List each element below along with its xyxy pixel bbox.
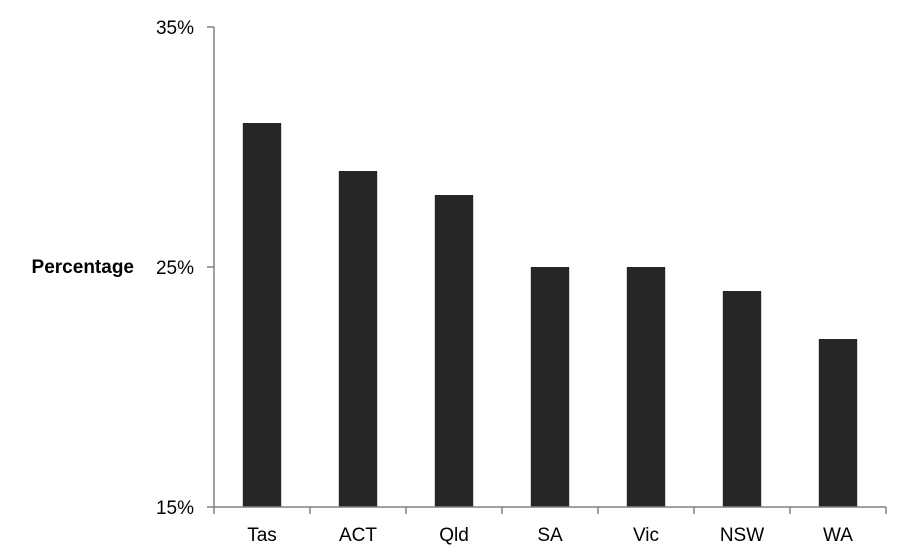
bars xyxy=(242,123,858,507)
x-tick-label: WA xyxy=(823,525,853,546)
x-tick-label: NSW xyxy=(720,525,764,546)
x-tick-label: Tas xyxy=(247,525,277,546)
x-tick-label: SA xyxy=(537,525,563,546)
bar-vic xyxy=(626,267,666,507)
y-tick-label: 35% xyxy=(156,18,194,39)
y-tick-label: 15% xyxy=(156,498,194,519)
axes xyxy=(213,27,887,514)
x-tick-label: Qld xyxy=(439,525,469,546)
y-axis-label: Percentage xyxy=(32,257,134,278)
y-axis: 15% 25% 35% xyxy=(156,18,214,519)
bar-wa xyxy=(818,339,858,507)
bar-qld xyxy=(434,195,474,507)
bar-sa xyxy=(530,267,570,507)
x-axis: Tas ACT Qld SA Vic NSW WA xyxy=(247,525,853,546)
bar-nsw xyxy=(722,291,762,507)
bar-tas xyxy=(242,123,282,507)
x-tick-label: Vic xyxy=(633,525,659,546)
y-tick-label: 25% xyxy=(156,258,194,279)
bar-act xyxy=(338,171,378,507)
x-tick-label: ACT xyxy=(339,525,377,546)
